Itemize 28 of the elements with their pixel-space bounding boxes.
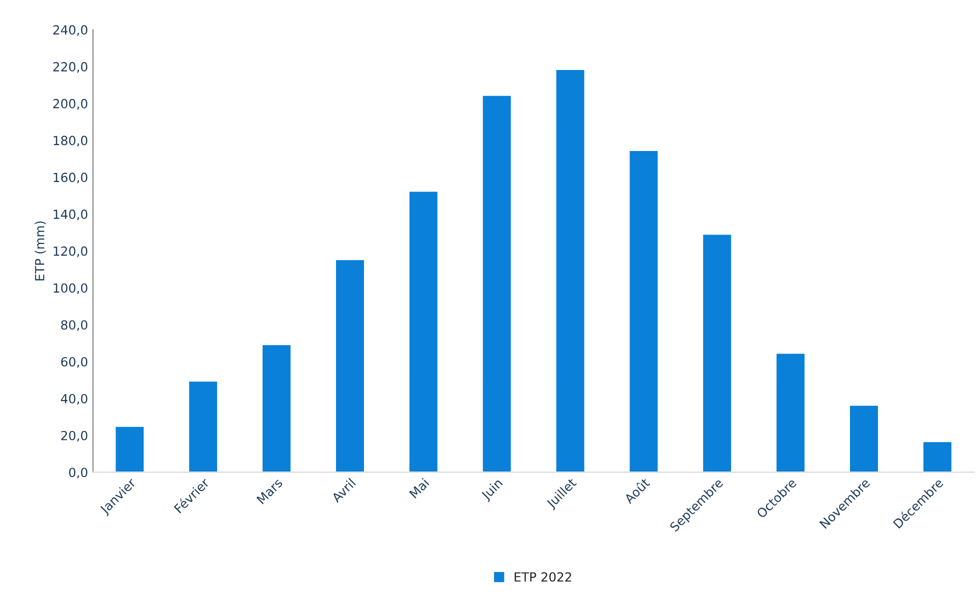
bar (628, 150, 660, 472)
bar (554, 68, 586, 472)
y-tick-label: 200,0 (53, 98, 88, 110)
y-tick-label: 180,0 (54, 136, 88, 147)
bar (114, 425, 146, 472)
y-tick-label: 40,0 (60, 394, 88, 405)
bar (408, 190, 439, 472)
y-tick-label: 0,0 (69, 468, 88, 478)
y-tick-label: 160,0 (54, 172, 88, 184)
y-tick-label: 60,0 (61, 357, 88, 368)
y-tick-label: 120,0 (54, 246, 88, 258)
bar (922, 440, 953, 472)
y-tick-label: 20,0 (61, 430, 88, 442)
bar (188, 380, 219, 472)
bar (848, 404, 880, 472)
y-axis-title: ETP (mm) (34, 221, 46, 280)
y-tick-label: 240,0 (53, 25, 88, 36)
bar (702, 233, 732, 472)
bar (334, 258, 366, 472)
y-tick-label: 140,0 (54, 210, 88, 220)
y-tick-label: 80,0 (61, 320, 88, 331)
y-tick-label: 220,0 (53, 62, 88, 73)
y-tick-label: 100,0 (54, 283, 88, 294)
x-tick-label: Mai (408, 478, 430, 499)
bar (261, 344, 292, 472)
legend-label: ETP 2022 (514, 572, 572, 582)
bar (775, 352, 806, 472)
bar (481, 94, 512, 472)
